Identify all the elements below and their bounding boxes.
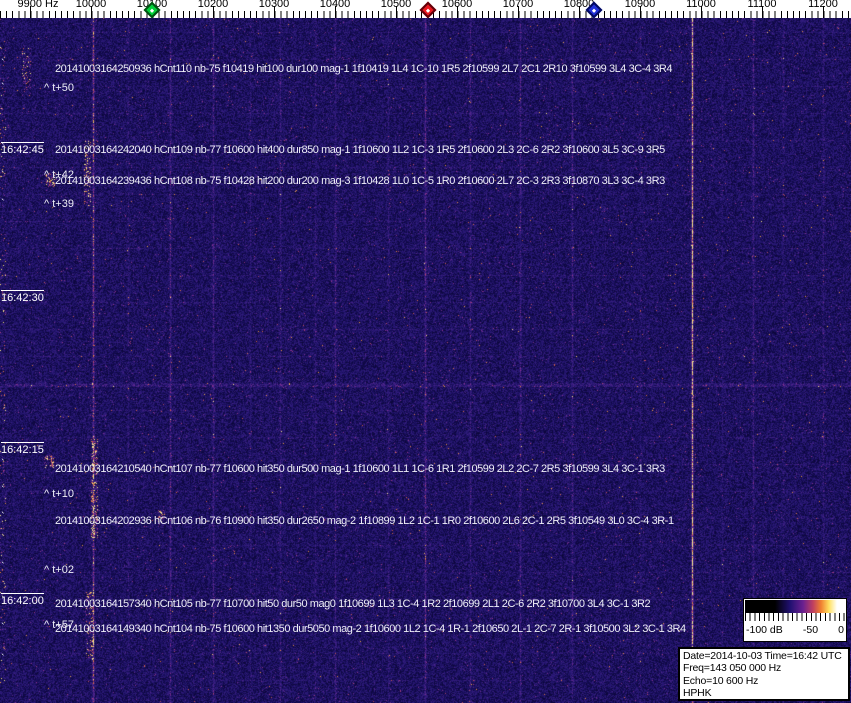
freq-major-tick xyxy=(762,6,763,18)
colorbar-label-min: -100 dB xyxy=(746,624,783,636)
info-echo: Echo=10 600 Hz xyxy=(683,674,759,687)
info-date-time: Date=2014-10-03 Time=16:42 UTC xyxy=(683,650,842,662)
freq-tick-label: 11200 xyxy=(808,0,838,10)
colorbar-labels: -100 dB -50 0 xyxy=(744,621,846,636)
freq-major-tick xyxy=(457,6,458,18)
freq-major-tick xyxy=(274,6,275,18)
status-info-box: Date=2014-10-03 Time=16:42 UTC Freq=143 … xyxy=(678,647,850,701)
freq-major-tick xyxy=(213,6,214,18)
freq-tick-label: 10500 xyxy=(380,0,412,10)
freq-tick-label: 10300 xyxy=(258,0,290,10)
info-frequency: Freq=143 050 000 Hz xyxy=(683,662,782,675)
colorbar-ticks xyxy=(745,613,845,621)
freq-major-tick xyxy=(640,6,641,18)
freq-tick-label: 10600 xyxy=(441,0,473,10)
colorbar-label-max: 0 xyxy=(838,624,844,636)
freq-major-tick xyxy=(518,6,519,18)
colorbar-gradient xyxy=(745,600,845,613)
freq-major-tick xyxy=(823,6,824,18)
freq-major-tick xyxy=(396,6,397,18)
freq-major-tick xyxy=(91,6,92,18)
info-station: HPHK xyxy=(683,686,712,699)
freq-tick-label: 11100 xyxy=(747,0,777,10)
freq-tick-label: 10700 xyxy=(502,0,534,10)
freq-major-tick xyxy=(30,6,31,18)
colorbar: -100 dB -50 0 xyxy=(743,598,847,642)
freq-tick-label: 10000 xyxy=(75,0,107,10)
frequency-ruler[interactable]: 9900 Hz100001010010200103001040010500106… xyxy=(0,0,851,19)
freq-tick-label: 10400 xyxy=(319,0,351,10)
freq-tick-label: 9900 Hz xyxy=(17,0,59,10)
freq-major-tick xyxy=(335,6,336,18)
colorbar-label-mid: -50 xyxy=(802,624,819,636)
freq-major-tick xyxy=(701,6,702,18)
freq-tick-label: 10200 xyxy=(197,0,229,10)
freq-tick-label: 10900 xyxy=(624,0,656,10)
freq-major-tick xyxy=(579,6,580,18)
freq-tick-label: 11000 xyxy=(686,0,716,10)
freq-tick-label: 10800 xyxy=(563,0,595,10)
spectrogram-waterfall[interactable] xyxy=(0,18,851,703)
